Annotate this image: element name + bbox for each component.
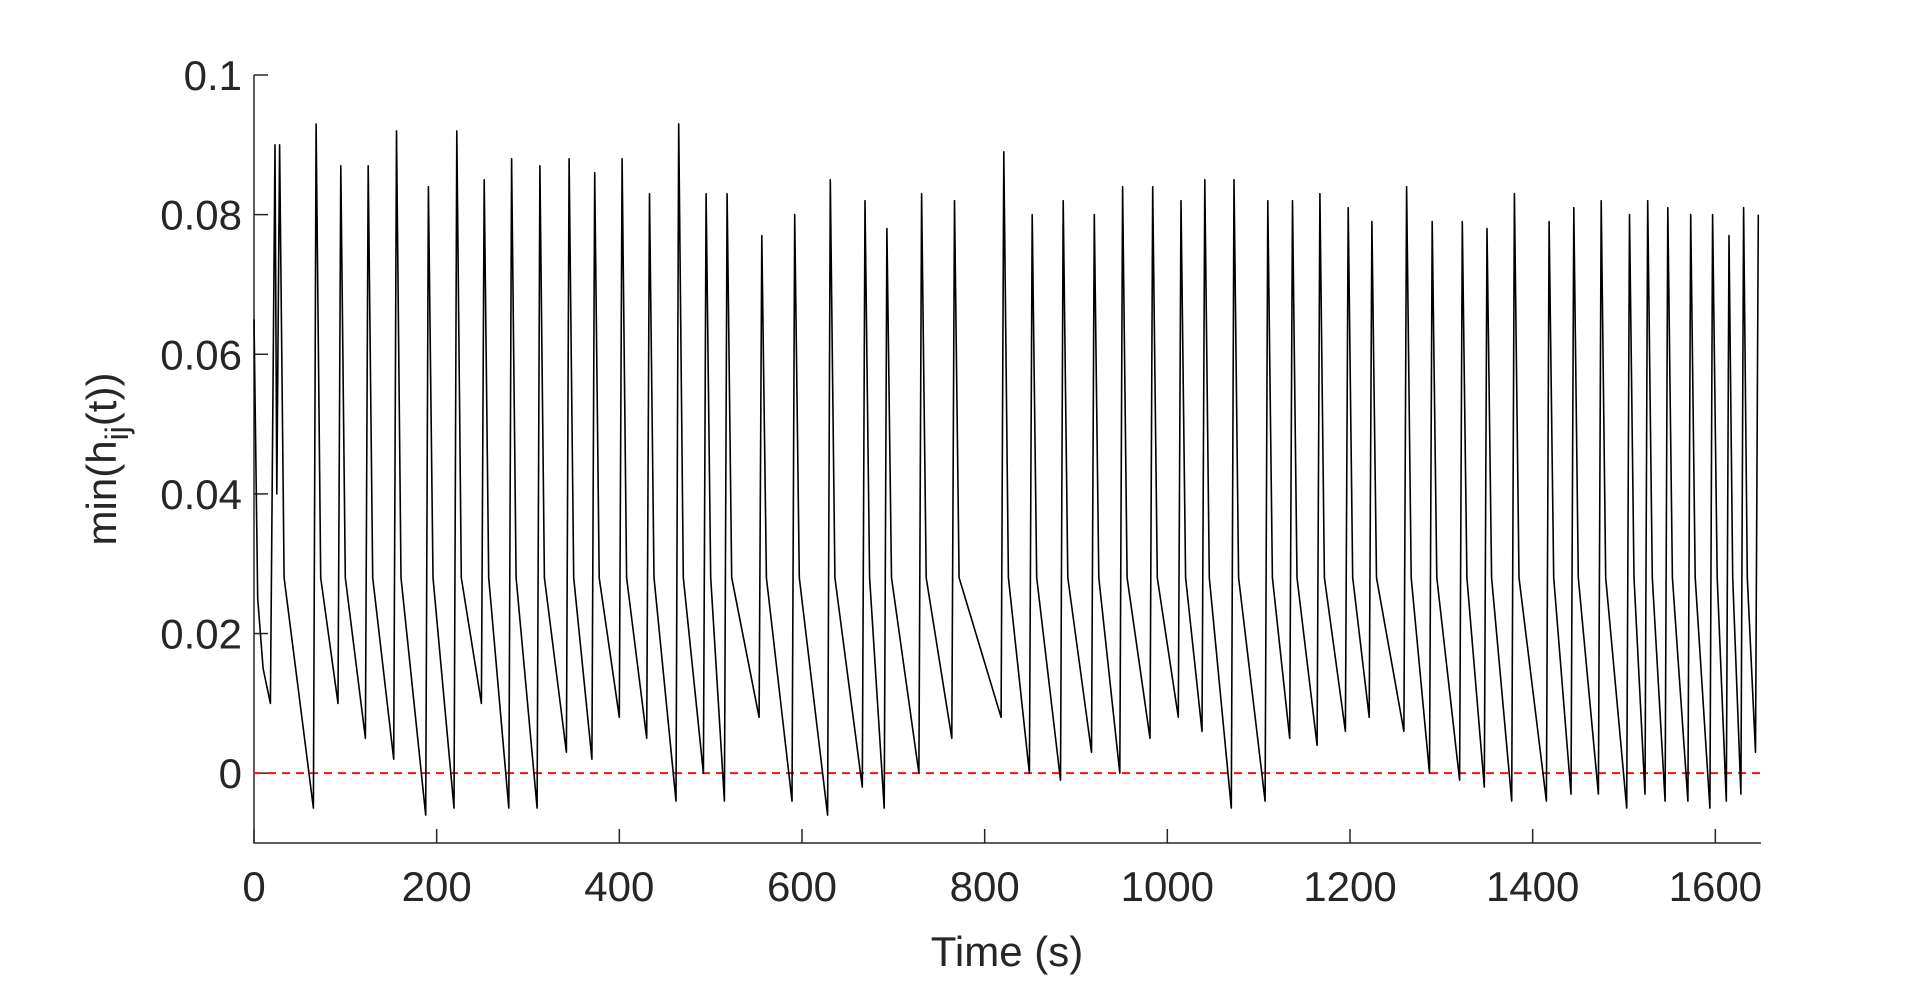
- y-label-tail: (t)): [78, 373, 125, 427]
- x-tick-label: 400: [584, 863, 654, 910]
- y-tick-label: 0.08: [160, 192, 242, 239]
- data-line: [253, 123, 1760, 816]
- x-tick-label: 1000: [1121, 863, 1214, 910]
- x-tick-label: 800: [950, 863, 1020, 910]
- x-tick-label: 1400: [1486, 863, 1579, 910]
- x-tick-label: 1600: [1669, 863, 1762, 910]
- x-tick-label: 0: [242, 863, 265, 910]
- x-axis-label: Time (s): [931, 928, 1083, 975]
- x-tick-label: 200: [402, 863, 472, 910]
- x-tick-label: 600: [767, 863, 837, 910]
- y-tick-label: 0.04: [160, 471, 242, 518]
- y-label-main: min(h: [78, 440, 125, 545]
- y-tick-label: 0.1: [184, 52, 242, 99]
- y-tick-label: 0: [219, 750, 242, 797]
- y-axis-label: min(hij(t)): [78, 373, 135, 546]
- y-tick-label: 0.02: [160, 611, 242, 658]
- x-tick-label: 1200: [1303, 863, 1396, 910]
- y-label-subscript: ij: [99, 426, 135, 440]
- y-tick-label: 0.06: [160, 331, 242, 378]
